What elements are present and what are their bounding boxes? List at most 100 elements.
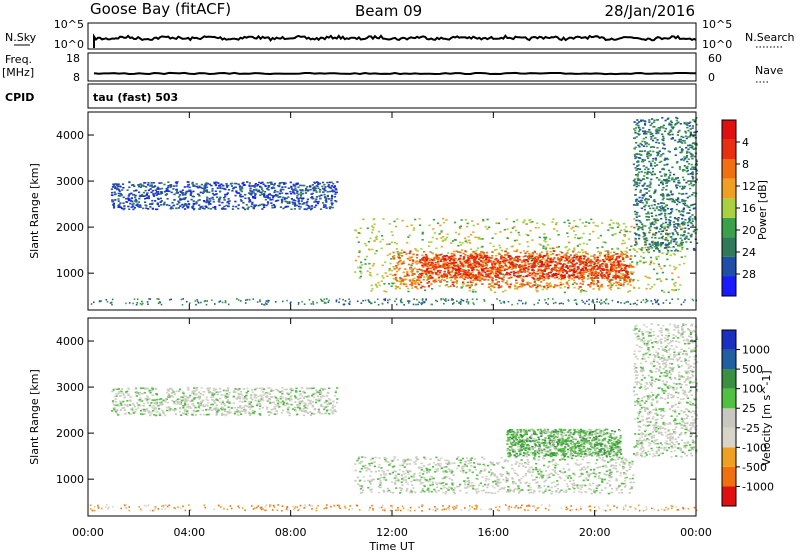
range-cell: [224, 188, 227, 191]
range-cell: [327, 184, 330, 186]
range-cell: [399, 259, 402, 262]
range-cell: [592, 299, 594, 301]
range-cell: [636, 251, 639, 253]
range-cell: [617, 301, 619, 303]
range-cell: [594, 265, 597, 267]
range-cell: [686, 204, 689, 207]
range-cell: [685, 181, 688, 184]
range-cell: [619, 279, 622, 281]
range-cell: [620, 277, 623, 280]
range-cell: [520, 299, 522, 302]
range-cell: [532, 272, 535, 275]
range-cell: [688, 183, 691, 186]
range-cell: [513, 284, 517, 287]
range-cell: [187, 206, 190, 209]
range-cell: [653, 119, 656, 122]
range-cell: [219, 300, 222, 302]
range-cell: [490, 289, 493, 292]
range-cell: [233, 410, 237, 413]
range-cell: [238, 185, 241, 187]
range-cell: [248, 182, 251, 184]
range-cell: [681, 227, 684, 230]
range-cell: [594, 273, 597, 276]
range-cell: [331, 411, 334, 413]
range-cell: [192, 208, 196, 211]
range-cell: [651, 146, 655, 148]
range-cell: [422, 257, 425, 259]
range-cell: [254, 193, 257, 195]
range-cell: [691, 214, 694, 216]
range-cell: [557, 258, 560, 261]
range-cell: [580, 262, 583, 264]
range-cell: [653, 126, 656, 128]
range-cell: [580, 288, 583, 291]
range-cell: [660, 223, 663, 226]
range-cell: [642, 231, 645, 234]
range-cell: [595, 277, 598, 279]
range-cell: [455, 250, 458, 252]
range-cell: [441, 266, 444, 269]
range-cell: [305, 188, 308, 191]
range-cell: [519, 268, 522, 271]
range-cell: [666, 198, 669, 200]
range-cell: [426, 274, 429, 277]
range-cell: [618, 266, 621, 268]
range-cell: [180, 191, 183, 193]
range-cell: [452, 259, 455, 261]
range-cell: [178, 194, 182, 196]
range-cell: [413, 277, 416, 280]
range-cell: [325, 199, 328, 201]
range-cell: [653, 245, 656, 248]
range-cell: [117, 195, 120, 197]
range-cell: [568, 270, 572, 272]
range-cell: [548, 285, 551, 288]
range-cell: [531, 251, 534, 254]
range-cell: [675, 267, 678, 269]
range-cell: [564, 253, 567, 256]
range-cell: [428, 265, 431, 267]
range-cell: [624, 276, 628, 278]
range-cell: [317, 200, 320, 203]
range-cell: [649, 150, 652, 152]
range-cell: [532, 277, 535, 279]
range-cell: [262, 399, 265, 402]
range-cell: [580, 269, 583, 271]
range-cell: [268, 181, 272, 184]
range-cell: [661, 226, 664, 229]
range-cell: [283, 197, 286, 199]
range-cell: [605, 264, 609, 266]
range-cell: [462, 277, 465, 280]
range-cell: [436, 222, 440, 225]
range-cell: [681, 150, 684, 153]
range-cell: [320, 300, 323, 302]
range-cell: [651, 286, 654, 288]
range-cell: [428, 285, 431, 287]
range-cell: [684, 199, 687, 202]
range-cell: [666, 234, 670, 237]
range-cell: [682, 234, 685, 237]
range-cell: [424, 263, 427, 266]
range-cell: [486, 256, 489, 259]
range-cell: [316, 391, 319, 393]
colorbar-segment: [722, 198, 736, 218]
range-cell: [464, 276, 467, 278]
range-cell: [544, 260, 547, 263]
range-cell: [117, 189, 121, 191]
range-cell: [381, 238, 384, 241]
range-cell: [522, 283, 525, 285]
range-cell: [503, 228, 506, 231]
range-cell: [573, 271, 577, 274]
range-cell: [662, 202, 665, 205]
range-cell: [531, 221, 534, 223]
range-cell: [254, 205, 257, 207]
range-cell: [422, 278, 425, 281]
range-cell: [462, 299, 465, 302]
range-cell: [679, 138, 682, 141]
range-cell: [513, 258, 516, 260]
range-cell: [438, 258, 441, 261]
range-cell: [628, 249, 631, 251]
range-cell: [662, 238, 665, 240]
range-cell: [580, 254, 583, 257]
range-cell: [232, 205, 235, 208]
range-cell: [625, 254, 629, 257]
